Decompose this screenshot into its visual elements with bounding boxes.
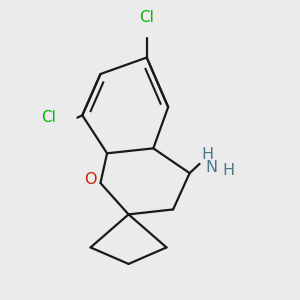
Text: Cl: Cl [41,110,56,125]
Text: H: H [202,147,214,162]
Text: H: H [222,163,234,178]
Text: O: O [84,172,96,187]
Text: Cl: Cl [139,10,154,25]
Text: N: N [205,160,217,175]
